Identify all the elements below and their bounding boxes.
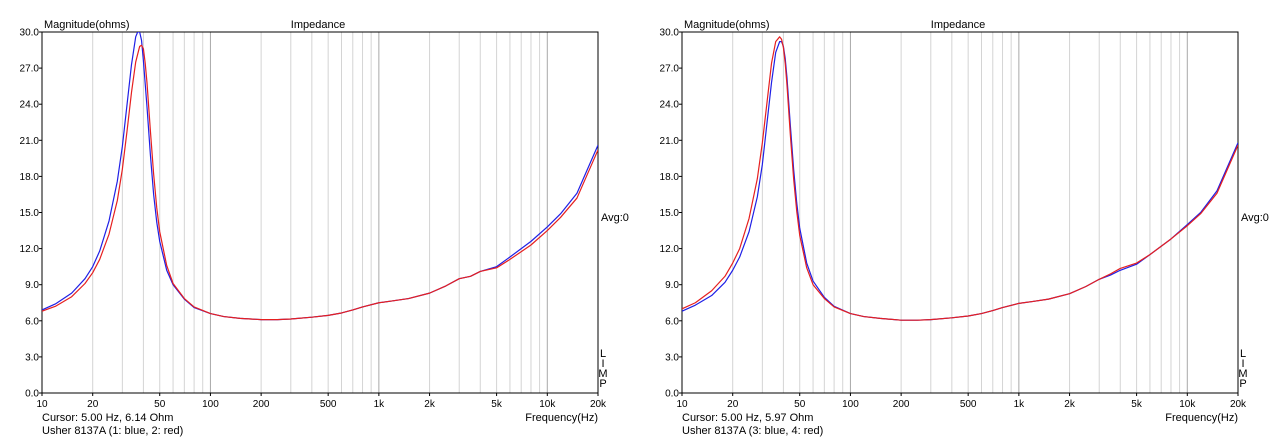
avg-label: Avg:0 bbox=[601, 212, 629, 224]
y-tick-label: 9.0 bbox=[665, 280, 679, 291]
y-tick-label: 3.0 bbox=[665, 352, 679, 363]
chart-title: Impedance bbox=[931, 19, 985, 31]
y-tick-label: 18.0 bbox=[660, 172, 680, 183]
series-group bbox=[42, 32, 598, 321]
x-tick-label: 20 bbox=[727, 399, 739, 410]
y-tick-label: 24.0 bbox=[660, 100, 680, 111]
side-letter: P bbox=[599, 378, 606, 390]
x-axis-label: Frequency(Hz) bbox=[525, 412, 598, 424]
x-tick-label: 10k bbox=[539, 399, 556, 410]
plot-frame bbox=[41, 31, 599, 394]
x-tick-label: 2k bbox=[424, 399, 436, 410]
x-tick-label: 100 bbox=[842, 399, 859, 410]
side-letter: I bbox=[1241, 358, 1244, 370]
y-tick-label: 0.0 bbox=[665, 389, 679, 400]
y-tick-label: 0.0 bbox=[25, 389, 39, 400]
y-tick-label: 30.0 bbox=[20, 28, 40, 39]
avg-label: Avg:0 bbox=[1241, 212, 1269, 224]
major-gridlines bbox=[209, 32, 548, 393]
x-tick-label: 10 bbox=[676, 399, 688, 410]
y-axis-label: Magnitude(ohms) bbox=[44, 19, 130, 31]
x-tick-label: 200 bbox=[893, 399, 910, 410]
y-tick-label: 27.0 bbox=[20, 64, 40, 75]
side-letter: I bbox=[601, 358, 604, 370]
y-tick-label: 6.0 bbox=[665, 316, 679, 327]
y-tick-label: 12.0 bbox=[660, 244, 680, 255]
x-tick-label: 200 bbox=[253, 399, 270, 410]
y-tick-label: 15.0 bbox=[660, 208, 680, 219]
impedance-chart-panel-2: 0.0 3.0 6.0 9.0 12.0 15.0 18.0 21.0 24.0 27.0 30.0… bbox=[640, 0, 1280, 438]
x-tick-label: 5k bbox=[1131, 399, 1143, 410]
y-tick-label: 21.0 bbox=[660, 136, 680, 147]
series-line-1 bbox=[682, 41, 1238, 321]
series-group bbox=[682, 36, 1238, 321]
y-tick-label: 9.0 bbox=[25, 280, 39, 291]
cursor-readout: Cursor: 5.00 Hz, 5.97 Ohm bbox=[682, 412, 813, 424]
series-line-1 bbox=[42, 32, 598, 321]
x-tick-label: 10k bbox=[1179, 399, 1196, 410]
minor-gridlines bbox=[92, 32, 541, 393]
y-tick-label: 18.0 bbox=[20, 172, 40, 183]
y-tick-label: 24.0 bbox=[20, 100, 40, 111]
side-letter: M bbox=[598, 368, 607, 380]
y-tick-label: 6.0 bbox=[25, 316, 39, 327]
y-tick-label: 21.0 bbox=[20, 136, 40, 147]
cursor-readout: Cursor: 5.00 Hz, 6.14 Ohm bbox=[42, 412, 173, 424]
y-axis-label: Magnitude(ohms) bbox=[684, 19, 770, 31]
side-letter: L bbox=[1240, 348, 1246, 360]
series-line-2 bbox=[682, 36, 1238, 321]
x-tick-label: 500 bbox=[960, 399, 977, 410]
x-tick-label: 500 bbox=[320, 399, 337, 410]
x-tick-label: 2k bbox=[1064, 399, 1076, 410]
series-line-2 bbox=[42, 44, 598, 321]
impedance-chart-1: 0.0 3.0 6.0 9.0 12.0 15.0 18.0 21.0 24.0 27.0 30.0… bbox=[20, 19, 629, 437]
x-tick-label: 50 bbox=[794, 399, 806, 410]
x-tick-label: 20k bbox=[1230, 399, 1247, 410]
x-axis-label: Frequency(Hz) bbox=[1165, 412, 1238, 424]
legend-text: Usher 8137A (3: blue, 4: red) bbox=[682, 425, 823, 437]
side-letter: P bbox=[1239, 378, 1246, 390]
impedance-chart-panel-1: 0.0 3.0 6.0 9.0 12.0 15.0 18.0 21.0 24.0 27.0 30.0… bbox=[20, 19, 629, 437]
major-gridlines bbox=[849, 32, 1188, 393]
legend-text: Usher 8137A (1: blue, 2: red) bbox=[42, 425, 183, 437]
y-tick-label: 3.0 bbox=[25, 352, 39, 363]
side-letter: L bbox=[600, 348, 606, 360]
x-tick-label: 50 bbox=[154, 399, 166, 410]
side-letter: M bbox=[1238, 368, 1247, 380]
impedance-chart-2: 0.0 3.0 6.0 9.0 12.0 15.0 18.0 21.0 24.0 27.0 30.0… bbox=[660, 19, 1269, 437]
x-tick-label: 10 bbox=[36, 399, 48, 410]
y-tick-label: 30.0 bbox=[660, 28, 680, 39]
plot-frame bbox=[681, 31, 1239, 394]
x-tick-label: 5k bbox=[491, 399, 503, 410]
x-tick-label: 20k bbox=[590, 399, 607, 410]
minor-gridlines bbox=[732, 32, 1181, 393]
x-tick-label: 1k bbox=[374, 399, 386, 410]
x-tick-label: 100 bbox=[202, 399, 219, 410]
y-tick-label: 12.0 bbox=[20, 244, 40, 255]
chart-title: Impedance bbox=[291, 19, 345, 31]
x-tick-label: 20 bbox=[87, 399, 99, 410]
x-tick-label: 1k bbox=[1014, 399, 1026, 410]
y-tick-label: 15.0 bbox=[20, 208, 40, 219]
y-tick-label: 27.0 bbox=[660, 64, 680, 75]
